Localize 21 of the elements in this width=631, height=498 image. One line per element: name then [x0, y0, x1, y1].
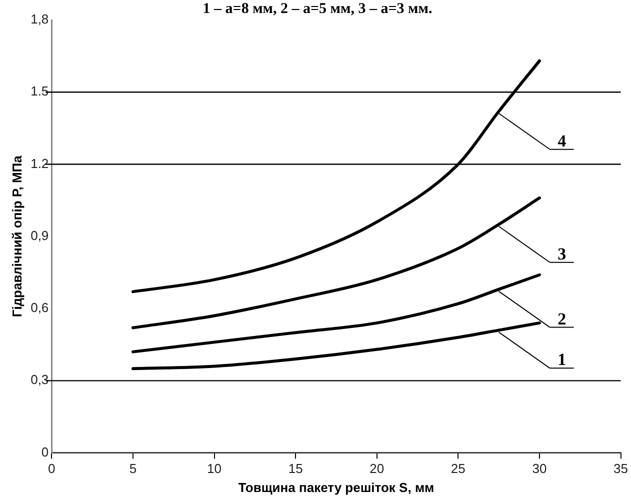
y-tick-label: 0,9	[30, 228, 49, 243]
y-tick-label: 0,3	[30, 372, 49, 388]
y-tick-label: 1.2	[30, 156, 49, 171]
legend-label: 3	[558, 244, 566, 264]
x-tick-label: 35	[614, 461, 628, 476]
x-tick-label: 30	[532, 461, 547, 476]
chart-title: 1 – a=8 мм, 2 – a=5 мм, 3 – a=3 мм.	[202, 0, 432, 17]
y-tick-label: 0,6	[30, 300, 49, 316]
x-tick-label: 25	[450, 461, 466, 476]
x-tick-label: 10	[207, 461, 222, 476]
legend-label: 1	[558, 350, 566, 370]
legend-label: 4	[558, 131, 567, 150]
y-tick-label: 1,8	[30, 12, 49, 27]
legend-label: 2	[558, 309, 566, 328]
x-tick-label: 5	[129, 461, 137, 476]
y-axis-title: Гідравлічний опір Р, МПа	[9, 154, 24, 318]
x-tick-label: 15	[288, 461, 303, 476]
y-tick-label: 0	[41, 444, 49, 460]
x-axis-title: Товщина пакету решіток S, мм	[238, 480, 434, 495]
x-tick-label: 20	[370, 461, 384, 476]
y-tick-label: 1.5	[30, 84, 49, 99]
